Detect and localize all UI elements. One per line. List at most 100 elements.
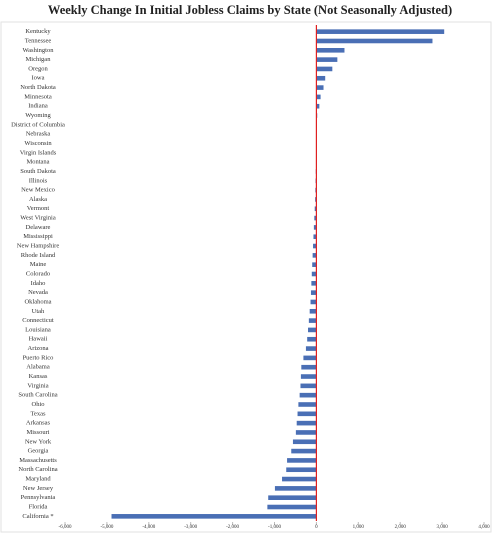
chart-title: Weekly Change In Initial Jobless Claims … xyxy=(48,3,452,17)
x-tick-label: 2,000 xyxy=(395,525,407,530)
y-tick-label: Rhode Island xyxy=(21,252,56,259)
y-tick-label: Missouri xyxy=(26,429,49,436)
plot-frame xyxy=(0,21,492,533)
bar xyxy=(307,336,317,342)
y-tick-label: Maine xyxy=(30,261,47,268)
bar xyxy=(287,458,317,463)
y-tick-label: Montana xyxy=(26,159,49,166)
x-tick-label: -6,000 xyxy=(59,525,72,530)
y-tick-label: Wisconsin xyxy=(24,140,52,147)
y-tick-label: Oregon xyxy=(28,65,48,72)
x-tick-label: -3,000 xyxy=(184,525,197,530)
bar xyxy=(308,327,317,333)
y-tick-label: Arizona xyxy=(28,345,49,352)
bar xyxy=(309,308,317,314)
bar xyxy=(267,504,317,510)
y-tick-label: West Virginia xyxy=(20,215,56,222)
y-tick-label: Tennessee xyxy=(25,37,52,44)
bar xyxy=(297,411,317,417)
y-tick-label: Colorado xyxy=(26,270,50,277)
bar xyxy=(311,281,317,286)
y-tick-label: New York xyxy=(25,438,52,445)
bar xyxy=(316,66,333,72)
y-tick-label: Minnesota xyxy=(24,93,52,100)
y-tick-label: Illinois xyxy=(29,177,48,184)
y-tick-label: Mississippi xyxy=(23,233,53,240)
bar xyxy=(310,290,317,295)
bar xyxy=(313,225,317,230)
y-tick-label: Alaska xyxy=(29,196,47,203)
bar xyxy=(300,374,317,379)
y-tick-label: New Jersey xyxy=(23,485,54,492)
x-tick-label: 3,000 xyxy=(436,525,448,530)
y-tick-label: Virginia xyxy=(27,382,48,389)
y-tick-label: Pennsylvania xyxy=(21,494,56,501)
bar xyxy=(316,29,445,34)
bar xyxy=(314,215,317,221)
y-tick-label: Kansas xyxy=(29,373,48,380)
y-tick-label: New Mexico xyxy=(21,187,55,194)
bar xyxy=(314,206,317,212)
bar xyxy=(300,383,317,389)
bar xyxy=(316,38,433,44)
y-tick-label: Massachusetts xyxy=(19,457,57,464)
y-tick-label: Arkansas xyxy=(26,420,51,427)
bar xyxy=(286,467,317,473)
y-tick-label: South Carolina xyxy=(18,392,57,399)
x-tick-label: -5,000 xyxy=(100,525,113,530)
x-tick-label: 1,000 xyxy=(353,525,365,530)
y-tick-label: Wyoming xyxy=(25,112,51,119)
x-tick-label: -1,000 xyxy=(268,525,281,530)
bar xyxy=(291,448,317,454)
x-tick-label: 4,000 xyxy=(478,525,490,530)
y-tick-label: Washington xyxy=(23,47,55,54)
x-tick-label: 0 xyxy=(315,525,318,530)
y-tick-label: Indiana xyxy=(28,103,48,110)
bar xyxy=(308,318,317,323)
bar xyxy=(268,495,317,500)
bar xyxy=(316,94,321,100)
y-tick-label: California * xyxy=(22,513,53,520)
bar xyxy=(316,85,324,90)
bar xyxy=(292,439,317,445)
y-tick-label: Alabama xyxy=(26,364,50,371)
bar xyxy=(305,346,317,351)
x-tick-label: -4,000 xyxy=(142,525,155,530)
y-tick-label: Puerto Rico xyxy=(23,354,54,361)
y-tick-label: Ohio xyxy=(32,401,45,408)
bar xyxy=(316,57,338,62)
y-tick-label: Hawaii xyxy=(29,336,48,343)
bar xyxy=(299,392,317,398)
bar xyxy=(316,103,320,109)
y-tick-label: Maryland xyxy=(25,476,51,483)
y-tick-label: Georgia xyxy=(28,448,49,455)
y-tick-label: District of Columbia xyxy=(11,121,65,128)
bar xyxy=(316,75,326,81)
y-tick-label: Nebraska xyxy=(26,131,51,138)
bar xyxy=(313,243,317,249)
y-tick-label: New Hampshire xyxy=(17,243,60,250)
y-tick-label: Florida xyxy=(29,504,48,511)
y-tick-label: North Dakota xyxy=(20,84,56,91)
bar xyxy=(282,476,317,482)
y-tick-label: Delaware xyxy=(26,224,51,231)
y-tick-label: Utah xyxy=(32,308,45,315)
bar xyxy=(312,253,317,258)
y-tick-label: Louisiana xyxy=(25,326,51,333)
bar xyxy=(313,234,317,240)
x-tick-label: -2,000 xyxy=(226,525,239,530)
y-tick-label: Texas xyxy=(30,410,46,417)
bar xyxy=(311,271,317,277)
y-tick-label: Michigan xyxy=(26,56,52,63)
bar xyxy=(315,197,317,202)
y-tick-label: South Dakota xyxy=(20,168,56,175)
y-tick-label: Nevada xyxy=(28,289,48,296)
bar xyxy=(274,486,317,491)
y-tick-label: Vermont xyxy=(27,205,50,212)
bar xyxy=(298,402,317,407)
y-tick-label: North Carolina xyxy=(18,466,57,473)
y-tick-label: Kentucky xyxy=(25,28,51,35)
bar xyxy=(303,355,317,361)
